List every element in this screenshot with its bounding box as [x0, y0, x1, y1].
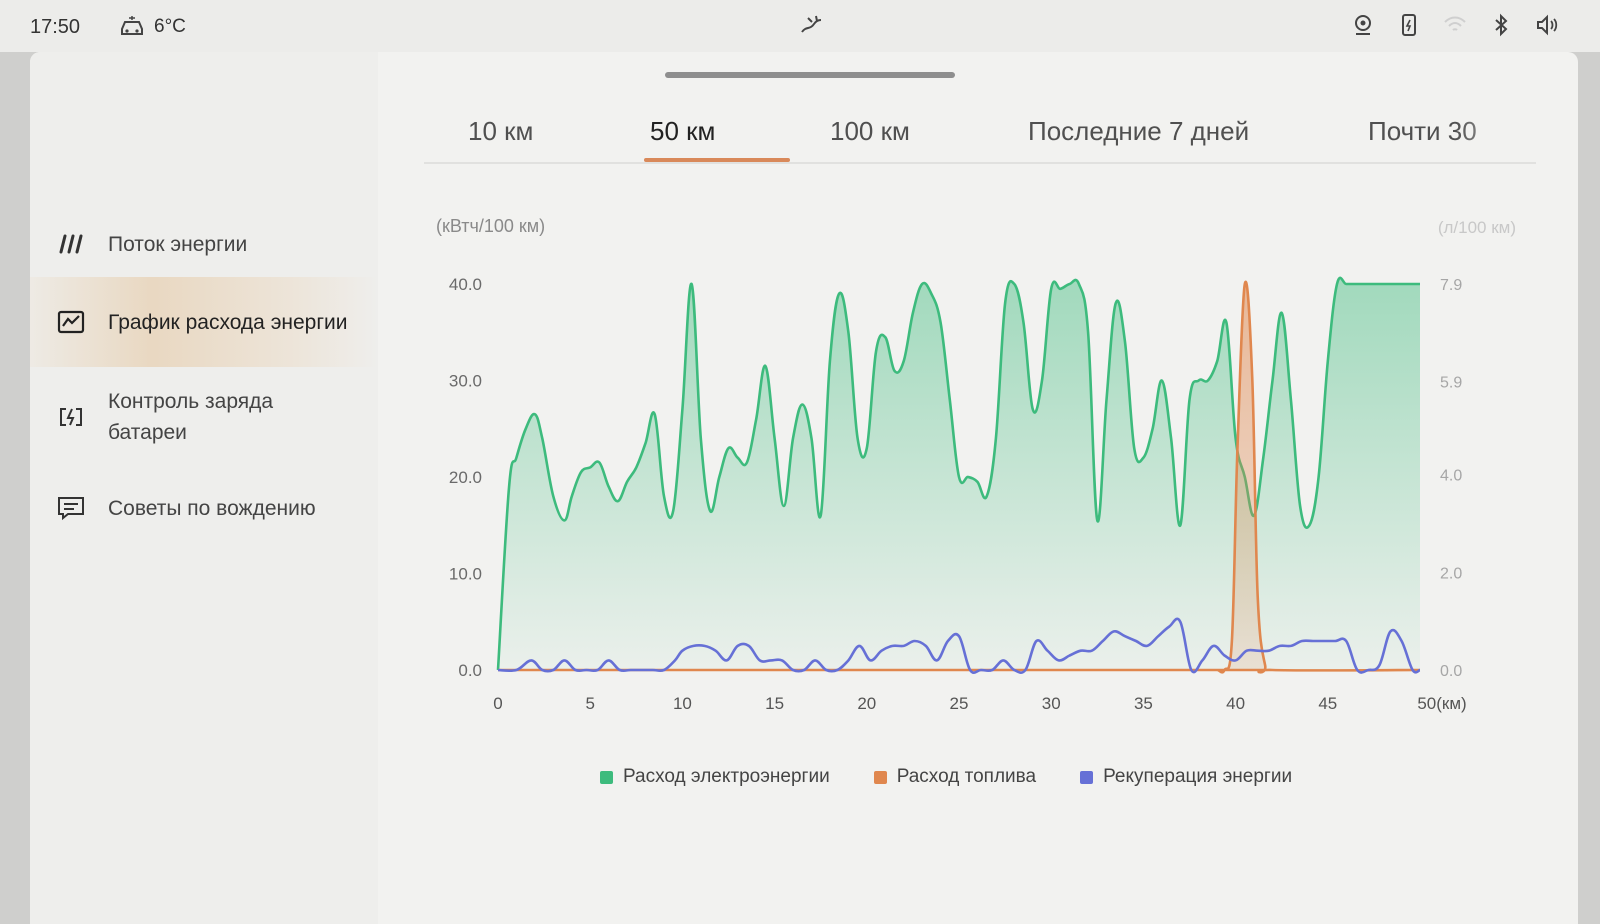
legend-item-fuel[interactable]: Расход топлива — [873, 766, 1037, 788]
right-axis-unit: (л/100 км) — [1437, 218, 1516, 237]
chart-icon — [57, 310, 85, 334]
sidebar: Поток энергии График расхода энергии Кон… — [30, 52, 378, 924]
sidebar-item-energy-flow[interactable]: Поток энергии — [30, 214, 378, 274]
x-tick: 0 — [493, 694, 502, 713]
x-axis: 0 5 10 15 20 25 30 35 40 45 50(км) — [493, 694, 1466, 713]
legend-label: Расход электроэнергии — [623, 766, 830, 787]
y-tick-left: 20.0 — [449, 468, 482, 487]
camera-icon[interactable] — [1350, 12, 1376, 38]
battery-charge-icon — [60, 408, 82, 426]
y-tick-right: 0.0 — [1440, 663, 1462, 680]
series-fuel-consumption-line — [498, 280, 1421, 674]
x-tick: 15 — [765, 694, 784, 713]
energy-flow-icon — [59, 234, 83, 254]
chart-legend: Расход электроэнергии Расход топлива Рек… — [600, 766, 1292, 788]
y-tick-right: 5.9 — [1440, 375, 1462, 392]
sidebar-item-driving-tips[interactable]: Советы по вождению — [30, 478, 378, 538]
tabs-fade — [1456, 106, 1536, 160]
sidebar-item-label: Контроль заряда батареи — [108, 390, 274, 444]
x-tick: 10 — [673, 694, 692, 713]
active-tab-indicator — [644, 158, 790, 162]
status-bar: 17:50 6°C — [0, 0, 1600, 52]
x-tick: 20 — [857, 694, 876, 713]
drag-handle[interactable] — [665, 72, 955, 78]
left-axis-unit: (кВтч/100 км) — [436, 216, 546, 236]
clock: 17:50 — [30, 16, 81, 38]
energy-panel: Поток энергии График расхода энергии Кон… — [30, 52, 1578, 924]
energy-consumption-chart: 0.0 10.0 20.0 30.0 40.0 0.0 2.0 4.0 5.9 7.9 0 5 10… — [449, 275, 1467, 713]
x-tick: 35 — [1134, 694, 1153, 713]
x-tick: 45 — [1318, 694, 1337, 713]
legend-item-electric[interactable]: Расход электроэнергии — [600, 766, 830, 788]
legend-swatch — [600, 770, 613, 784]
outside-temperature: 6°C — [154, 16, 186, 37]
x-tick: 30 — [1042, 694, 1061, 713]
legend-swatch — [873, 770, 887, 784]
sidebar-item-label: График расхода энергии — [108, 310, 348, 334]
y-tick-right: 7.9 — [1440, 277, 1462, 294]
x-tick: 50(км) — [1417, 694, 1466, 713]
fan-icon[interactable] — [796, 12, 826, 38]
left-axis: 0.0 10.0 20.0 30.0 40.0 — [449, 275, 482, 680]
tab-10km[interactable]: 10 км — [468, 116, 534, 146]
x-tick: 5 — [585, 694, 594, 713]
sidebar-item-battery-charge[interactable]: Контроль заряда батареи — [30, 382, 378, 452]
series-layer — [496, 276, 1421, 675]
y-tick-right: 4.0 — [1440, 468, 1462, 485]
right-axis: 0.0 2.0 4.0 5.9 7.9 — [1440, 277, 1462, 680]
car-icon — [121, 16, 143, 35]
x-tick: 40 — [1226, 694, 1245, 713]
volume-icon[interactable] — [1534, 12, 1560, 38]
tab-last-7-days[interactable]: Последние 7 дней — [1028, 116, 1250, 146]
series-energy-recuperation-line — [497, 617, 1421, 675]
sidebar-item-energy-chart[interactable]: График расхода энергии — [30, 277, 378, 367]
legend-swatch — [1080, 770, 1094, 784]
wifi-icon[interactable] — [1442, 12, 1468, 38]
range-tabs: 10 км 50 км 100 км Последние 7 дней Почт… — [424, 106, 1536, 164]
status-icons — [1350, 12, 1560, 38]
legend-item-regen[interactable]: Рекуперация энергии — [1080, 766, 1292, 788]
series-electric-consumption-area — [498, 277, 1420, 670]
series-electric-consumption-line — [496, 276, 1420, 671]
tab-50km[interactable]: 50 км — [650, 116, 716, 146]
y-tick-left: 40.0 — [449, 275, 482, 294]
sidebar-item-label: Поток энергии — [108, 232, 248, 256]
sidebar-item-label: Советы по вождению — [108, 496, 316, 520]
tab-100km[interactable]: 100 км — [830, 116, 910, 146]
bluetooth-icon[interactable] — [1488, 12, 1514, 38]
phone-battery-icon[interactable] — [1396, 12, 1422, 38]
y-tick-left: 0.0 — [458, 661, 482, 680]
y-tick-left: 10.0 — [449, 565, 482, 584]
legend-label: Расход топлива — [896, 766, 1037, 787]
y-tick-right: 2.0 — [1440, 565, 1462, 582]
y-tick-left: 30.0 — [449, 372, 482, 391]
tips-message-icon — [58, 497, 84, 521]
legend-label: Рекуперация энергии — [1103, 766, 1293, 787]
x-tick: 25 — [950, 694, 969, 713]
